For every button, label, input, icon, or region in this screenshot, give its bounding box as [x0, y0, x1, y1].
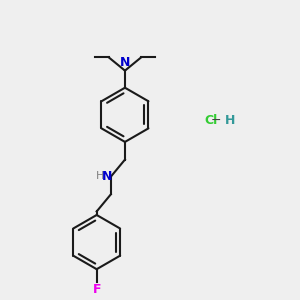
Text: −: −: [211, 114, 221, 127]
Text: F: F: [92, 283, 101, 296]
Text: H: H: [95, 171, 104, 181]
Text: Cl: Cl: [205, 114, 218, 127]
Text: N: N: [120, 56, 130, 69]
Text: H: H: [225, 114, 236, 127]
Text: N: N: [102, 169, 112, 183]
